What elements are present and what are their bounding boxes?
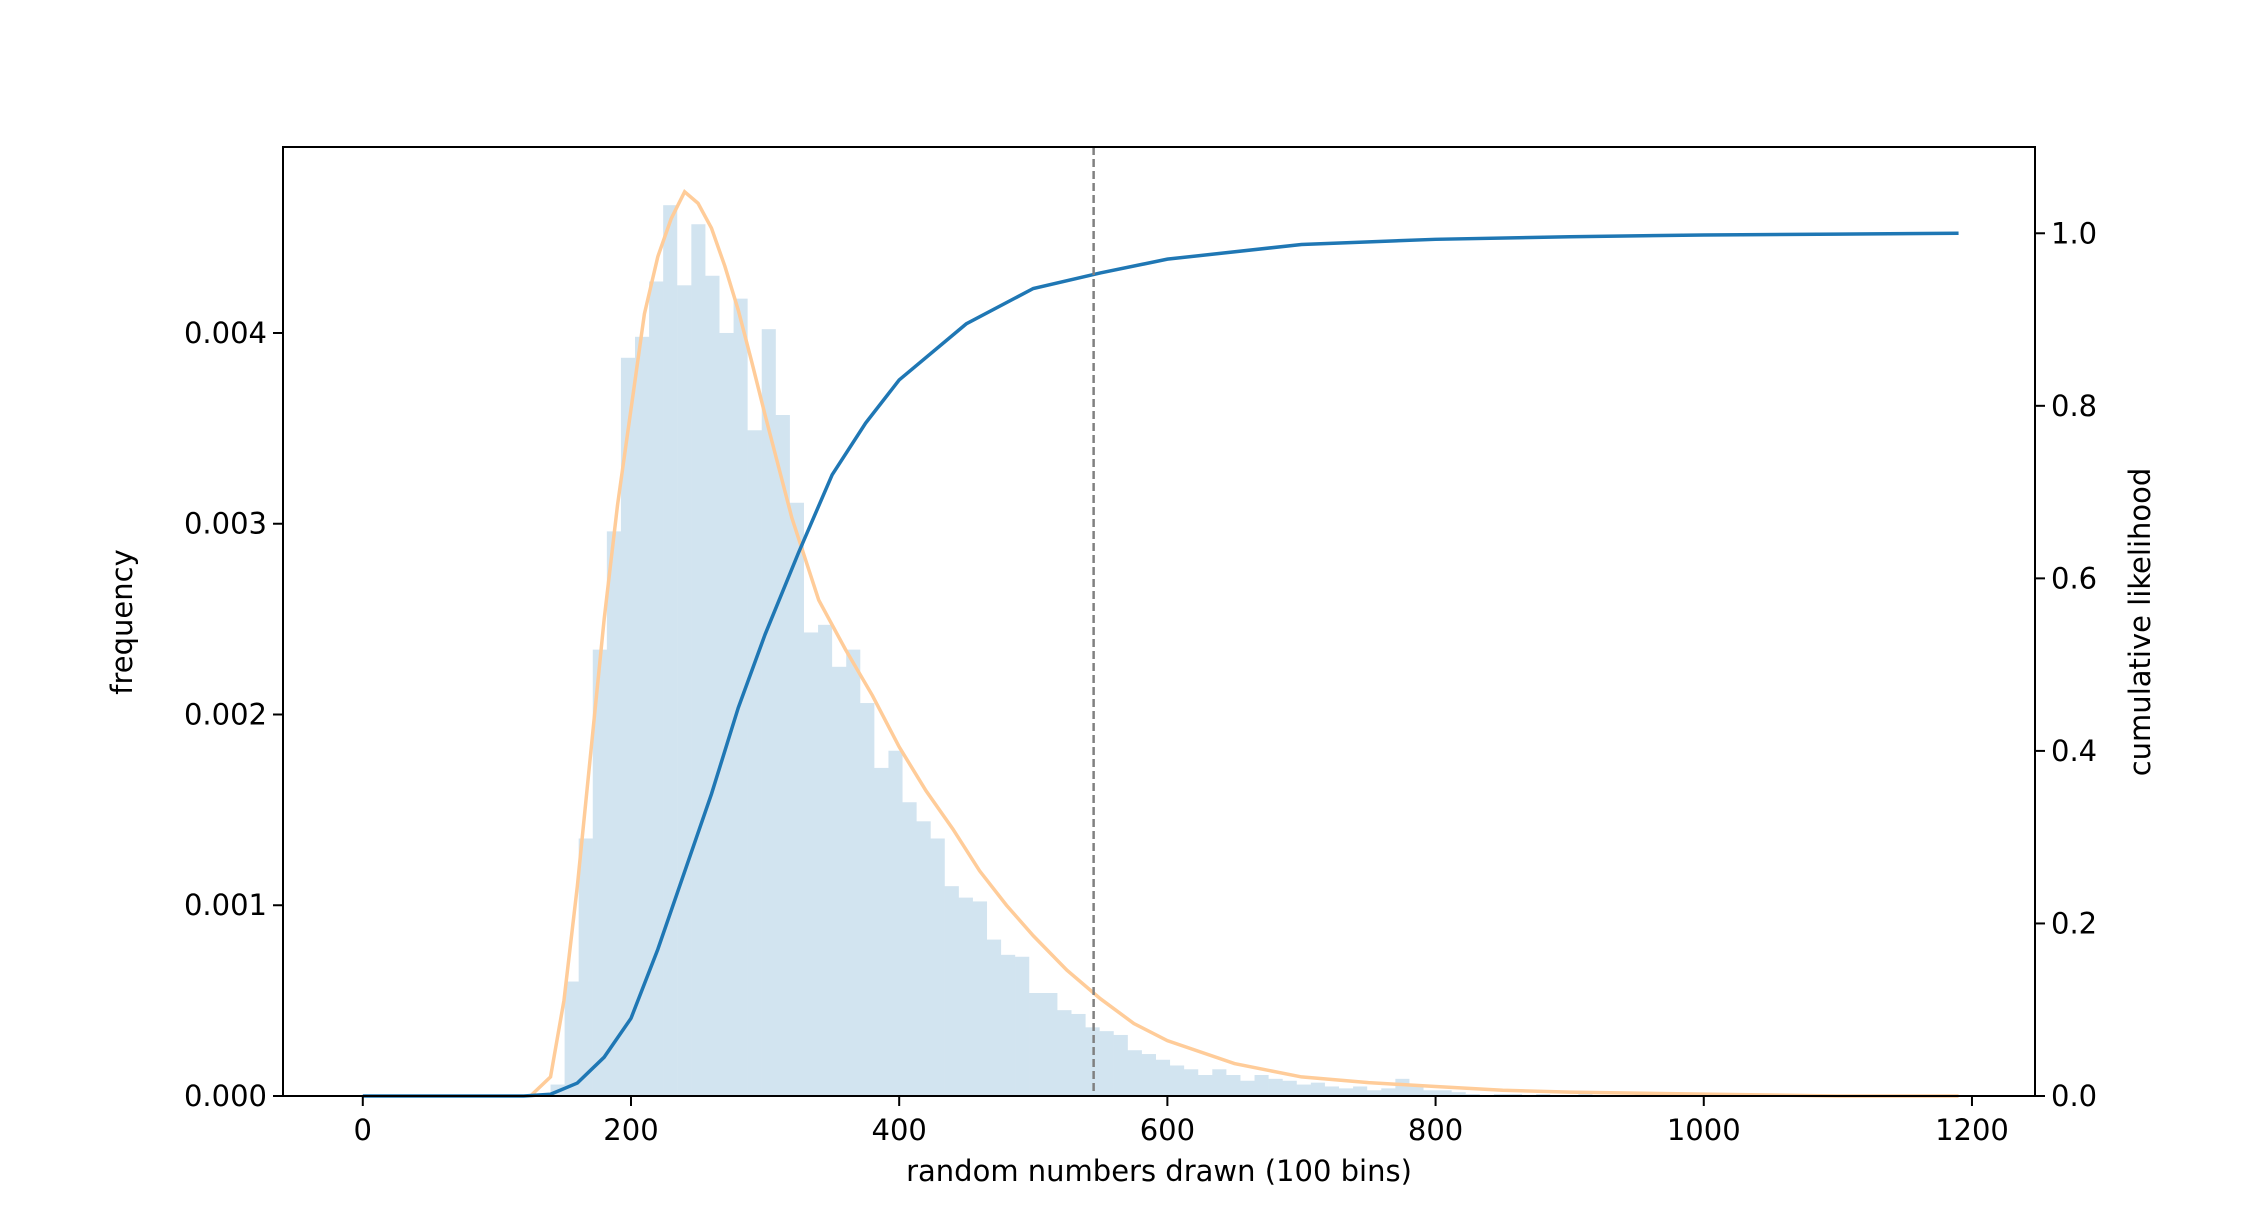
histogram-bar bbox=[1282, 1080, 1297, 1096]
y-tick-label: 0.000 bbox=[184, 1079, 267, 1113]
y2-tick-label: 1.0 bbox=[2051, 216, 2097, 250]
y-tick-label: 0.001 bbox=[184, 888, 267, 922]
y-tick-label: 0.003 bbox=[184, 507, 267, 541]
histogram-bar bbox=[705, 275, 720, 1096]
line bbox=[362, 231, 1959, 1098]
histogram-bar bbox=[719, 332, 734, 1096]
histogram-bar bbox=[860, 703, 875, 1096]
histogram-bar bbox=[578, 838, 593, 1096]
histogram-bar bbox=[592, 649, 607, 1096]
histogram-bar bbox=[846, 649, 861, 1096]
x-tick-label: 1200 bbox=[1935, 1113, 2009, 1147]
histogram-bar bbox=[1353, 1086, 1368, 1096]
x-tick-label: 400 bbox=[872, 1113, 927, 1147]
histogram-bar bbox=[1001, 954, 1016, 1096]
line bbox=[529, 189, 1959, 1098]
histogram-bar bbox=[677, 285, 692, 1096]
y-tick-label: 0.004 bbox=[184, 316, 267, 350]
histogram-bar bbox=[1423, 1090, 1438, 1096]
histogram-bar bbox=[902, 802, 917, 1096]
y2-tick-label: 0.0 bbox=[2051, 1079, 2097, 1113]
histogram-bar bbox=[1268, 1078, 1283, 1096]
histogram-bar bbox=[1057, 1010, 1072, 1096]
x-axis-label: random numbers drawn (100 bins) bbox=[906, 1154, 1412, 1188]
histogram-bar bbox=[1324, 1086, 1340, 1096]
histogram-bar bbox=[888, 750, 903, 1096]
x-tick-label: 600 bbox=[1140, 1113, 1195, 1147]
histogram-bar bbox=[1127, 1050, 1142, 1096]
histogram-bar bbox=[649, 281, 664, 1096]
histogram-bar bbox=[1184, 1069, 1199, 1096]
histogram-bar bbox=[987, 939, 1002, 1096]
x-tick-label: 200 bbox=[603, 1113, 658, 1147]
histogram-bar bbox=[944, 886, 959, 1096]
histogram-bar bbox=[1226, 1075, 1241, 1096]
histogram-bar bbox=[972, 901, 988, 1096]
histogram-bar bbox=[1043, 992, 1058, 1096]
histogram-bar bbox=[1240, 1080, 1255, 1096]
y2-tick-label: 0.4 bbox=[2051, 734, 2097, 768]
histogram-bar bbox=[803, 632, 819, 1096]
histogram-bar bbox=[1212, 1069, 1227, 1096]
histogram-bar bbox=[1296, 1084, 1311, 1096]
histogram-bar bbox=[635, 336, 650, 1096]
y2-axis-label: cumulative likelihood bbox=[2123, 468, 2157, 777]
histogram-bar bbox=[1141, 1054, 1156, 1096]
histogram-bar bbox=[1071, 1013, 1086, 1096]
histogram-bar bbox=[663, 205, 678, 1096]
histogram-bar bbox=[958, 897, 973, 1096]
x-tick-label: 0 bbox=[354, 1113, 372, 1147]
histogram-bar bbox=[916, 821, 931, 1096]
histogram-bar bbox=[1198, 1075, 1213, 1096]
histogram-bar bbox=[691, 224, 706, 1097]
histogram-bar bbox=[1310, 1082, 1325, 1096]
histogram-bar bbox=[1029, 992, 1044, 1096]
histogram-bar bbox=[1409, 1086, 1424, 1096]
histogram-bar bbox=[1381, 1088, 1396, 1096]
x-tick-label: 1000 bbox=[1667, 1113, 1741, 1147]
histogram-bar bbox=[1437, 1090, 1452, 1096]
y2-tick-label: 0.8 bbox=[2051, 389, 2097, 423]
histogram-bar bbox=[775, 415, 790, 1096]
y-axis-label: frequency bbox=[105, 549, 139, 694]
histogram-bar bbox=[564, 981, 579, 1096]
histogram-bar bbox=[620, 357, 636, 1096]
histogram-bar bbox=[1395, 1078, 1410, 1096]
y2-tick-label: 0.2 bbox=[2051, 906, 2097, 940]
histogram-bar bbox=[1451, 1092, 1466, 1096]
x-tick-label: 800 bbox=[1408, 1113, 1463, 1147]
histogram-bar bbox=[747, 430, 762, 1096]
histogram-bar bbox=[1367, 1090, 1382, 1096]
histogram-bar bbox=[761, 329, 776, 1096]
histogram-bar bbox=[818, 624, 833, 1096]
histogram-bar bbox=[1113, 1034, 1128, 1096]
y-tick-label: 0.002 bbox=[184, 697, 267, 731]
histogram-bar bbox=[1254, 1075, 1269, 1096]
plot-frame bbox=[282, 146, 2036, 1097]
histogram-bar bbox=[1155, 1059, 1171, 1096]
histogram-bar bbox=[930, 838, 945, 1096]
histogram-bar bbox=[1339, 1088, 1354, 1096]
histogram-bar bbox=[874, 767, 889, 1096]
histogram-bar bbox=[1170, 1065, 1185, 1096]
histogram-bar bbox=[789, 502, 804, 1097]
histogram-bar bbox=[606, 531, 621, 1096]
histogram-bar bbox=[832, 666, 847, 1096]
histogram-bar bbox=[1099, 1031, 1114, 1096]
histogram-bar bbox=[1015, 956, 1030, 1096]
y2-tick-label: 0.6 bbox=[2051, 561, 2097, 595]
